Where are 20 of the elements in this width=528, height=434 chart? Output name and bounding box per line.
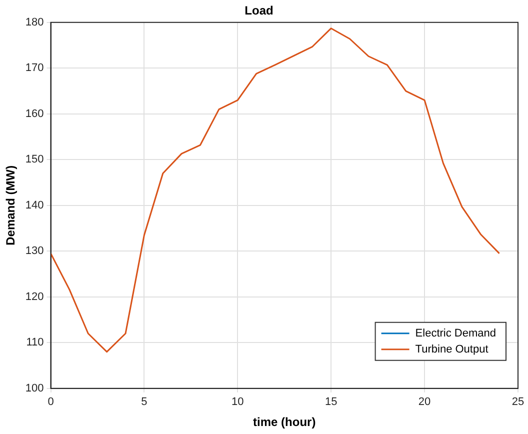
x-tick-label: 20 [418,396,431,408]
y-tick-label: 150 [25,154,44,166]
legend-label: Turbine Output [415,343,488,356]
x-tick-label: 5 [141,396,148,408]
x-tick-label: 25 [512,396,524,408]
legend-label: Electric Demand [415,327,496,340]
x-axis-title: time (hour) [253,415,316,430]
y-tick-label: 110 [26,336,44,349]
y-tick-label: 130 [25,245,44,258]
x-tick-label: 0 [48,396,54,408]
y-tick-label: 160 [25,108,44,120]
x-tick-label: 10 [232,396,244,408]
y-tick-label: 170 [25,62,44,74]
y-tick-label: 180 [25,16,44,28]
y-tick-label: 140 [25,199,44,212]
x-tick-label: 15 [324,396,338,408]
y-tick-label: 120 [25,290,44,303]
chart-title: Load [244,4,274,18]
y-axis-title: Demand (MW) [4,165,18,246]
y-tick-label: 100 [25,382,44,394]
